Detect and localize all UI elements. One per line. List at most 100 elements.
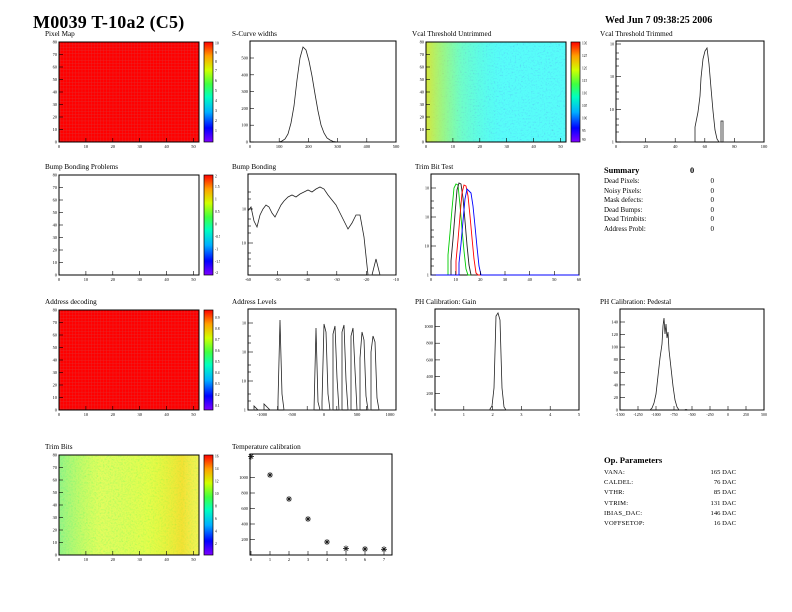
svg-text:40: 40 bbox=[531, 144, 536, 149]
address-decoding-chart: 0 10 20 30 40 50 0 10 20 30 40 50 60 70 80 0.9 0… bbox=[53, 308, 220, 418]
svg-text:60: 60 bbox=[420, 65, 425, 70]
svg-text:8: 8 bbox=[215, 505, 217, 509]
svg-text:6: 6 bbox=[215, 79, 217, 83]
panel-title: Vcal Threshold Untrimmed bbox=[412, 30, 492, 38]
svg-text:70: 70 bbox=[53, 185, 58, 190]
panel-title: Bump Bonding Problems bbox=[45, 163, 119, 171]
svg-text:0: 0 bbox=[58, 412, 61, 417]
svg-text:10: 10 bbox=[610, 74, 614, 79]
svg-text:100: 100 bbox=[241, 123, 248, 128]
svg-text:40: 40 bbox=[164, 277, 169, 282]
svg-text:10: 10 bbox=[610, 107, 615, 112]
svg-text:2: 2 bbox=[215, 175, 217, 179]
svg-text:30: 30 bbox=[503, 277, 508, 282]
svg-text:40: 40 bbox=[528, 277, 533, 282]
svg-text:3: 3 bbox=[520, 412, 523, 417]
scurve-widths-chart: 0 100 200 300 400 500 0 100 200 300 400 500 bbox=[241, 40, 400, 149]
svg-text:50: 50 bbox=[53, 345, 58, 350]
svg-text:90: 90 bbox=[582, 138, 586, 142]
panel-bump-bonding-problems: Bump Bonding Problems bbox=[45, 163, 220, 288]
svg-text:70: 70 bbox=[53, 320, 58, 325]
svg-text:4: 4 bbox=[215, 99, 217, 103]
svg-text:20: 20 bbox=[111, 144, 116, 149]
svg-text:50: 50 bbox=[53, 490, 58, 495]
svg-text:400: 400 bbox=[364, 144, 371, 149]
svg-text:1: 1 bbox=[244, 408, 246, 413]
svg-text:8: 8 bbox=[215, 60, 217, 64]
svg-text:60: 60 bbox=[53, 333, 58, 338]
panel-trim-bits: Trim Bits bbox=[45, 443, 220, 568]
svg-text:0.9: 0.9 bbox=[215, 316, 220, 320]
svg-text:0: 0 bbox=[249, 144, 252, 149]
svg-text:0: 0 bbox=[215, 223, 217, 227]
address-levels-chart: -1000 -500 0 500 1000 1 10 10 10 bbox=[242, 308, 397, 417]
svg-text:80: 80 bbox=[732, 144, 737, 149]
ph-gain-chart: 0 1 2 3 4 5 0 200 400 600 800 1000 bbox=[424, 308, 581, 417]
svg-text:10: 10 bbox=[215, 492, 219, 496]
svg-text:10: 10 bbox=[215, 42, 219, 46]
summary-value: 0 bbox=[710, 215, 715, 224]
svg-text:-50: -50 bbox=[275, 277, 282, 282]
panel-vcal-trimmed: Vcal Threshold Trimmed μ:60.60 σ: 1.36 0… bbox=[600, 30, 770, 155]
svg-text:200: 200 bbox=[241, 106, 248, 111]
svg-text:50: 50 bbox=[191, 144, 196, 149]
panel-title: Trim Bits bbox=[45, 443, 73, 451]
svg-text:-1250: -1250 bbox=[633, 413, 642, 417]
svg-text:110: 110 bbox=[582, 92, 587, 96]
svg-text:30: 30 bbox=[138, 277, 143, 282]
svg-text:2: 2 bbox=[215, 542, 217, 546]
op-parameter-value: 146 DAC bbox=[710, 509, 736, 517]
summary-label: Dead Pixels: bbox=[604, 177, 640, 185]
svg-text:120: 120 bbox=[582, 67, 587, 71]
svg-text:0: 0 bbox=[727, 413, 729, 417]
svg-text:0.8: 0.8 bbox=[215, 327, 220, 331]
svg-text:100: 100 bbox=[582, 117, 587, 121]
summary-label: Mask defects: bbox=[604, 196, 644, 205]
svg-text:600: 600 bbox=[241, 506, 248, 511]
svg-text:60: 60 bbox=[53, 478, 58, 483]
svg-text:50: 50 bbox=[558, 144, 563, 149]
svg-text:6: 6 bbox=[215, 517, 217, 521]
panel-pixel-map: Pixel Map bbox=[45, 30, 220, 155]
svg-text:60: 60 bbox=[53, 198, 58, 203]
svg-text:1: 1 bbox=[612, 140, 614, 145]
svg-text:40: 40 bbox=[164, 144, 169, 149]
svg-text:2: 2 bbox=[215, 119, 217, 123]
svg-text:300: 300 bbox=[334, 144, 341, 149]
summary-label: Dead Trimbits: bbox=[604, 215, 647, 224]
svg-text:10: 10 bbox=[84, 144, 89, 149]
svg-text:-1.5: -1.5 bbox=[215, 260, 220, 264]
summary-label: Address Probl: bbox=[604, 224, 646, 233]
svg-text:12: 12 bbox=[215, 480, 219, 484]
panel-trim-bit-test: Trim Bit Test 0 10 20 30 40 50 bbox=[415, 163, 585, 288]
op-parameters-block: Op. Parameters VANA: 165 DAC CALDEL: 76 … bbox=[604, 455, 779, 529]
svg-text:10: 10 bbox=[84, 557, 89, 562]
svg-text:40: 40 bbox=[53, 503, 58, 508]
svg-text:40: 40 bbox=[53, 90, 58, 95]
svg-text:1: 1 bbox=[269, 557, 271, 562]
svg-text:4: 4 bbox=[549, 412, 552, 417]
svg-text:10: 10 bbox=[420, 127, 425, 132]
op-parameter-label: VANA: bbox=[604, 469, 626, 476]
svg-text:500: 500 bbox=[393, 144, 400, 149]
svg-text:50: 50 bbox=[552, 277, 557, 282]
svg-text:5: 5 bbox=[345, 557, 348, 562]
svg-text:5: 5 bbox=[215, 89, 217, 93]
svg-text:30: 30 bbox=[420, 102, 425, 107]
svg-text:10: 10 bbox=[242, 241, 247, 246]
svg-text:-30: -30 bbox=[334, 277, 341, 282]
svg-text:-500: -500 bbox=[288, 412, 297, 417]
svg-text:-1: -1 bbox=[215, 248, 218, 252]
svg-text:9: 9 bbox=[215, 51, 217, 55]
svg-text:125: 125 bbox=[582, 54, 587, 58]
svg-text:100: 100 bbox=[761, 144, 768, 149]
svg-text:400: 400 bbox=[241, 522, 248, 527]
svg-text:10: 10 bbox=[242, 379, 247, 384]
svg-text:20: 20 bbox=[53, 528, 58, 533]
svg-text:0.7: 0.7 bbox=[215, 338, 220, 342]
svg-text:16: 16 bbox=[215, 455, 219, 459]
op-parameter-row: IBIAS_DAC: 146 DAC bbox=[604, 509, 779, 519]
summary-block: Summary 0 Dead Pixels: 0 Noisy Pixels: 0… bbox=[604, 166, 769, 235]
svg-text:0.4: 0.4 bbox=[215, 371, 220, 375]
